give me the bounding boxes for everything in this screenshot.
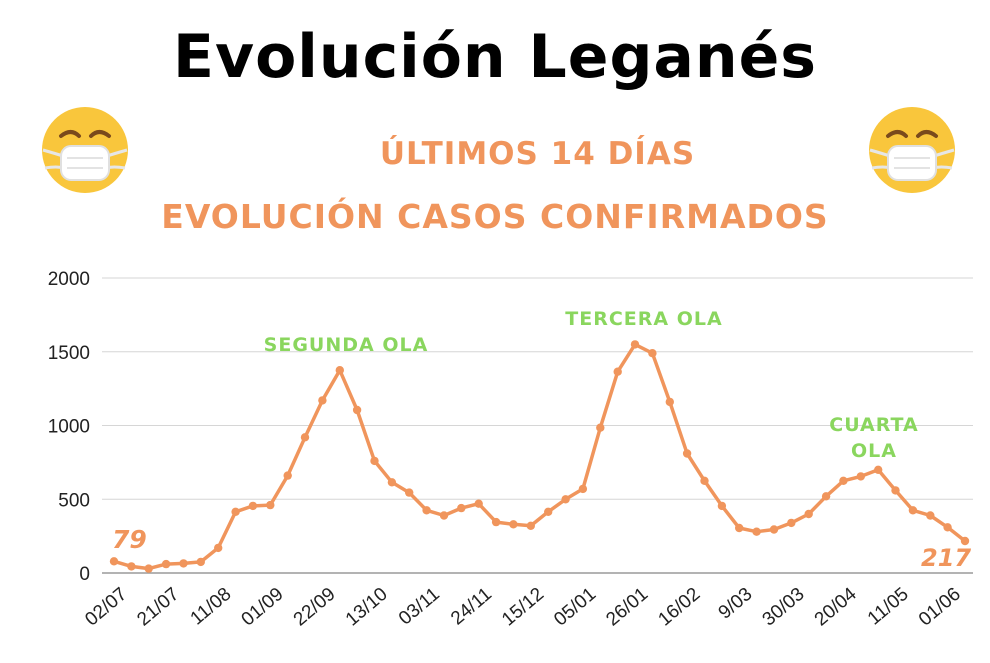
x-tick-label: 02/07 [81,584,131,631]
data-point [179,559,188,568]
data-point [300,433,310,442]
chart-subtitle-metric: EVOLUCIÓN CASOS CONFIRMADOS [161,197,829,236]
data-point [266,500,275,510]
data-point [700,476,709,485]
x-tick-label: 24/11 [447,584,496,630]
data-point [821,492,831,501]
data-point [144,564,153,573]
x-tick-label: 22/09 [290,584,340,631]
data-point [839,476,848,485]
data-point [717,501,727,511]
data-point [526,521,535,530]
data-point [405,488,414,497]
x-tick-label: 11/08 [187,584,236,630]
y-tick-label: 1500 [48,343,90,364]
data-point [926,511,935,520]
data-point [943,523,952,532]
data-point [908,506,918,515]
wave-annotation: OLA [851,440,897,462]
x-tick-label: 05/01 [550,584,600,631]
data-point [457,503,466,513]
data-point [891,486,900,495]
x-tick-label: 9/03 [715,584,757,624]
y-tick-label: 2000 [48,269,90,290]
data-point [161,559,171,569]
data-point [109,557,119,566]
data-point [769,525,779,534]
data-point [856,472,865,481]
data-point [352,405,362,415]
wave-annotation: TERCERA OLA [565,308,722,330]
y-tick-label: 500 [58,490,90,511]
x-tick-label: 01/09 [238,584,288,631]
data-point [960,536,970,546]
face-with-medical-mask-icon [869,107,955,193]
data-label-first: 79 [112,525,147,554]
data-point [196,557,205,567]
data-point [787,518,796,528]
data-point [231,507,240,516]
x-tick-label: 15/12 [498,584,548,631]
face-with-medical-mask-icon [42,107,128,193]
data-point [370,456,379,466]
data-point [735,523,744,533]
data-point [804,509,813,519]
data-point [387,478,397,487]
data-point [544,507,553,516]
x-tick-label: 26/01 [602,584,652,631]
x-tick-label: 30/03 [759,584,809,631]
data-point [578,484,588,494]
data-point [613,367,622,376]
data-point [248,501,258,511]
data-point [509,520,518,529]
data-point [283,471,292,480]
data-label-last: 217 [921,544,971,572]
x-tick-label: 13/10 [342,584,392,631]
chart-subtitle-period: ÚLTIMOS 14 DÍAS [379,136,696,172]
data-point [648,349,657,358]
y-tick-label: 1000 [48,417,90,438]
y-tick-label: 0 [79,564,90,585]
data-point [665,397,674,407]
x-tick-label: 03/11 [395,584,444,630]
x-tick-label: 21/07 [133,584,183,631]
data-point [422,506,431,515]
x-tick-label: 16/02 [654,584,704,631]
data-point [491,517,501,527]
x-tick-label: 20/04 [811,583,861,630]
data-point [561,495,570,504]
x-tick-label: 01/06 [915,584,965,631]
data-point [752,527,761,536]
data-point [318,396,327,405]
data-point [439,511,449,520]
wave-annotation: SEGUNDA OLA [264,334,429,356]
data-point [474,499,483,508]
data-point [596,423,605,432]
series-line [112,342,967,571]
data-point [335,366,344,375]
wave-annotation: CUARTA [829,414,918,436]
data-point [682,449,692,458]
chart-title: Evolución Leganés [172,22,818,92]
data-point [874,465,883,474]
data-point [214,543,223,553]
data-point [630,340,640,349]
data-point [127,562,136,571]
x-tick-label: 11/05 [864,584,913,630]
